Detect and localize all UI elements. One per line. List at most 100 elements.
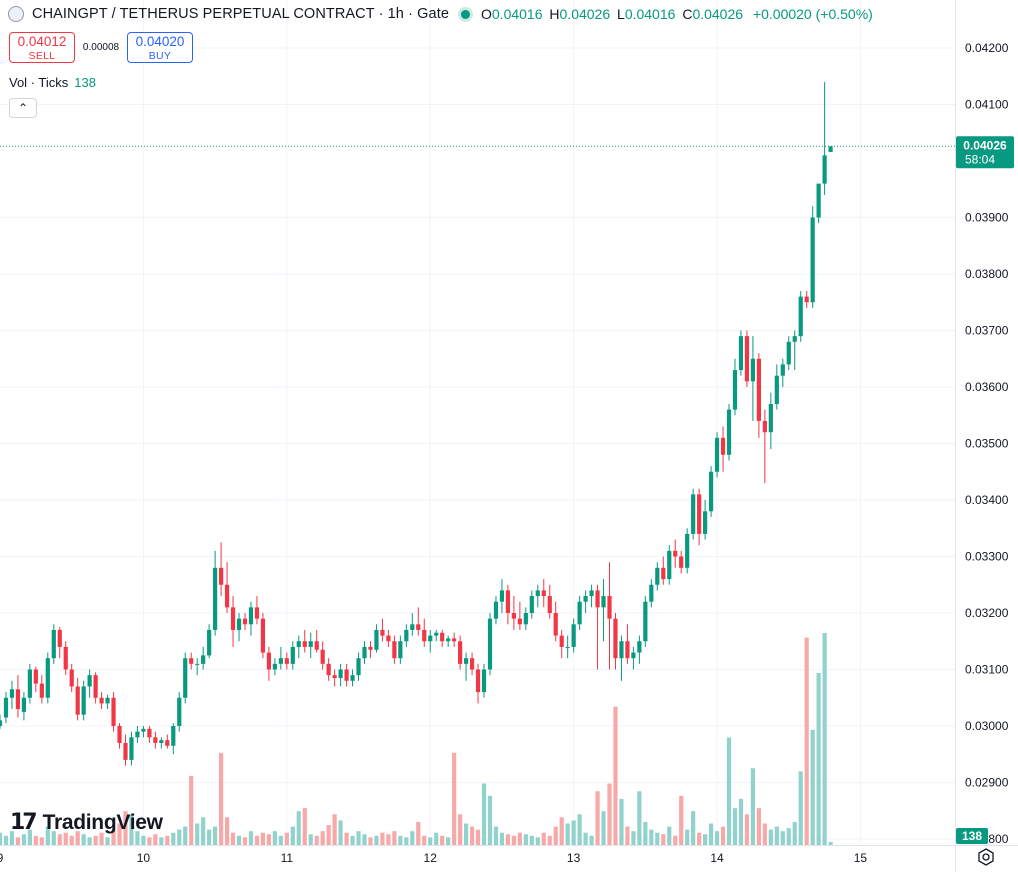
candle-body xyxy=(290,646,295,664)
candle-body xyxy=(499,590,505,602)
candle-body xyxy=(159,740,164,743)
svg-text:138: 138 xyxy=(962,829,982,843)
candle-body xyxy=(667,550,672,580)
candle-body xyxy=(798,296,803,337)
candle-body xyxy=(260,618,266,653)
time-axis[interactable]: 10 11 12 13 14 15 9 xyxy=(0,845,1018,866)
volume-legend[interactable]: Vol · Ticks 138 xyxy=(9,75,96,90)
price-tick-label: 0.03500 xyxy=(965,437,1009,451)
volume-bar xyxy=(153,834,158,845)
tradingview-logo[interactable]: 17 TradingView xyxy=(10,810,163,835)
candle-body xyxy=(266,652,271,670)
volume-bar xyxy=(302,808,307,845)
candle-body xyxy=(27,669,32,698)
buy-button[interactable]: 0.04020 BUY xyxy=(127,32,193,63)
volume-bar xyxy=(290,826,295,845)
volume-bar xyxy=(189,775,194,845)
volume-bar xyxy=(135,831,140,845)
change-value: +0.00020 (+0.50%) xyxy=(752,6,873,22)
volume-bar xyxy=(523,834,528,845)
volume-bar xyxy=(296,811,301,845)
candle-body xyxy=(469,658,475,670)
price-tick-label: 0.03000 xyxy=(965,719,1009,733)
candle-body xyxy=(458,641,463,664)
volume-bar xyxy=(517,832,522,845)
candle-body xyxy=(332,675,337,678)
settings-icon[interactable] xyxy=(977,848,995,866)
candle-body xyxy=(302,641,307,647)
ohlc-values: O0.04016 H0.04026 L0.04016 C0.04026 +0.0… xyxy=(481,6,873,22)
volume-bar xyxy=(452,752,457,845)
candle-body xyxy=(625,641,630,659)
volume-bar xyxy=(266,834,271,845)
tradingview-mark-icon: 17 xyxy=(10,810,38,835)
volume-bar xyxy=(469,826,475,845)
volume-bar xyxy=(511,835,516,845)
volume-bar xyxy=(428,837,433,845)
volume-bar xyxy=(458,814,463,845)
volume-bar xyxy=(804,637,809,845)
volume-bar xyxy=(21,834,27,845)
volume-bar xyxy=(51,831,56,845)
candle-body xyxy=(189,658,194,664)
price-axis[interactable]: 0.04200 0.04100 0.03900 0.03800 0.03700 0.036… xyxy=(955,0,1009,872)
volume-bar xyxy=(3,835,9,845)
candle-body xyxy=(296,641,301,647)
candle-body xyxy=(631,652,636,659)
candle-body xyxy=(750,358,756,382)
candle-body xyxy=(511,613,516,619)
volume-bar xyxy=(720,826,726,845)
candle-body xyxy=(738,336,744,371)
price-tick-label: 0.03300 xyxy=(965,550,1009,564)
candle-body xyxy=(39,683,44,698)
volume-bar xyxy=(81,834,86,845)
candle-body xyxy=(595,590,600,608)
symbol-legend: CHAINGPT / TETHERUS PERPETUAL CONTRACT ·… xyxy=(8,6,873,22)
candle-body xyxy=(75,686,80,715)
collapse-legend-button[interactable]: ⌃ xyxy=(9,98,37,118)
volume-bar xyxy=(99,832,104,845)
sell-button[interactable]: 0.04012 SELL xyxy=(9,32,75,63)
volume-bar xyxy=(732,808,738,845)
volume-bar xyxy=(410,831,415,845)
countdown: 58:04 xyxy=(965,152,995,166)
candle-body xyxy=(810,217,815,303)
candle-body xyxy=(207,629,212,656)
candle-body xyxy=(3,697,9,718)
volume-bar xyxy=(595,791,600,845)
symbol-title[interactable]: CHAINGPT / TETHERUS PERPETUAL CONTRACT ·… xyxy=(32,6,449,22)
candle-body xyxy=(655,567,660,585)
volume-bar xyxy=(213,826,218,845)
volume-bar xyxy=(601,811,606,845)
candle-body xyxy=(398,641,403,659)
volume-bar xyxy=(362,834,367,845)
volume-bar xyxy=(487,795,493,845)
price-tick-label: 0.03200 xyxy=(965,606,1009,620)
candle-body xyxy=(153,737,158,743)
candle-body xyxy=(278,658,283,664)
volume-bar xyxy=(493,826,499,845)
candle-body xyxy=(732,370,738,410)
volume-bar xyxy=(703,834,708,845)
volume-bar xyxy=(356,831,361,845)
candle-body xyxy=(123,742,128,760)
candle-body xyxy=(362,646,367,659)
candle-body xyxy=(320,649,325,664)
candle-body xyxy=(147,728,152,738)
price-tick-label: 0.04200 xyxy=(965,41,1009,55)
volume-bar xyxy=(308,834,313,845)
volume-bar xyxy=(218,752,224,845)
candlesticks xyxy=(0,81,833,766)
candle-body xyxy=(673,550,678,557)
candle-body xyxy=(452,638,457,642)
candle-body xyxy=(111,697,116,726)
volume-bar xyxy=(738,798,744,845)
price-tick-label: 0.03600 xyxy=(965,380,1009,394)
volume-bar xyxy=(744,814,750,845)
candle-body xyxy=(326,663,331,676)
volume-bar xyxy=(111,829,116,845)
volume-bar xyxy=(374,835,379,845)
volume-bar xyxy=(45,826,50,845)
candle-body xyxy=(63,646,68,670)
